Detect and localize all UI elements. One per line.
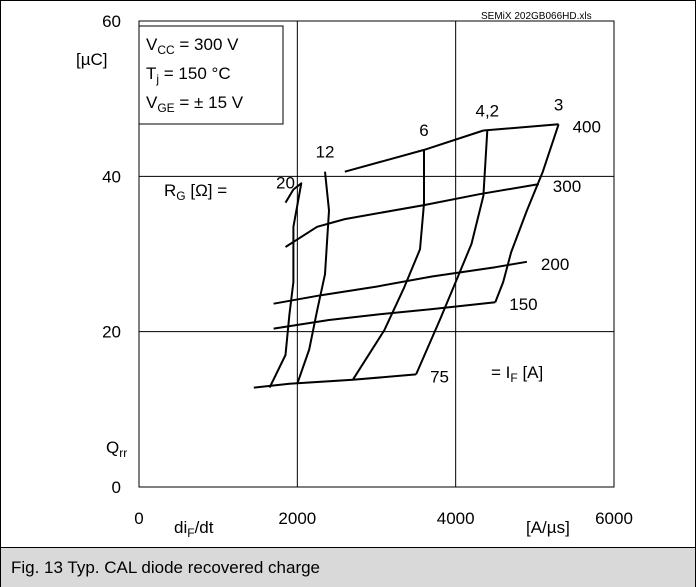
- condition-vge: VGE = ± 15 V: [146, 93, 244, 115]
- if-curve: [344, 129, 484, 173]
- source-label: SEMiX 202GB066HD.xls: [481, 11, 592, 22]
- y-tick-label: 20: [102, 323, 121, 342]
- plot-area-border: [138, 20, 615, 488]
- y-axis-unit: [µC]: [76, 50, 108, 69]
- if-curve: [483, 123, 559, 132]
- rg-family-label: RG [Ω] =: [164, 181, 227, 203]
- y-tick-label: 0: [112, 478, 121, 497]
- if-curve-label: 400: [573, 117, 601, 136]
- rg-curve: [351, 149, 425, 381]
- y-tick-label: 40: [102, 167, 121, 186]
- if-curve-label: 150: [509, 295, 537, 314]
- y-tick-label: 60: [102, 12, 121, 31]
- y-axis-name: Qrr: [106, 438, 127, 460]
- if-curve: [284, 183, 539, 248]
- if-curve-label: 300: [553, 177, 581, 196]
- rg-curve-label: 3: [554, 95, 563, 114]
- x-tick-label: 6000: [595, 509, 633, 528]
- rg-curve-label: 4,2: [476, 102, 500, 121]
- grid-layer: [138, 20, 615, 488]
- caption-bar: Fig. 13 Typ. CAL diode recovered charge: [1, 547, 695, 587]
- conditions-box: VCC = 300 V Tj = 150 °C VGE = ± 15 V: [138, 25, 284, 125]
- condition-vcc: VCC = 300 V: [146, 35, 239, 57]
- rg-curve: [296, 171, 330, 385]
- rg-curve-label: 20: [276, 174, 295, 193]
- rg-curve-label: 12: [316, 143, 335, 162]
- rg-curve: [268, 182, 303, 389]
- if-curve-label: 200: [541, 255, 569, 274]
- x-axis-unit: [A/µs]: [526, 518, 570, 537]
- chart-svg: 0 2000 4000 6000 0 20 40 60 400 300 200 150 75 20 12 6 4…: [76, 11, 633, 540]
- x-tick-label: 2000: [278, 509, 316, 528]
- condition-tj: Tj = 150 °C: [146, 64, 231, 86]
- if-curve: [253, 373, 417, 389]
- rg-curve: [415, 130, 489, 375]
- conditions-box-frame: [138, 25, 284, 125]
- figure-caption: Fig. 13 Typ. CAL diode recovered charge: [11, 558, 321, 577]
- x-axis-name: diF/dt: [174, 518, 214, 540]
- curve-layer: [253, 123, 560, 389]
- rg-curve: [494, 123, 560, 303]
- if-family-label: = IF [A]: [491, 363, 543, 385]
- if-curve: [273, 260, 528, 305]
- if-curve-label: 75: [430, 367, 449, 386]
- if-curve: [273, 301, 496, 330]
- rg-curve-label: 6: [419, 121, 428, 140]
- x-tick-label: 0: [134, 509, 143, 528]
- text-layer: 0 2000 4000 6000 0 20 40 60 400 300 200 150 75 20 12 6 4…: [102, 12, 633, 528]
- x-tick-label: 4000: [437, 509, 475, 528]
